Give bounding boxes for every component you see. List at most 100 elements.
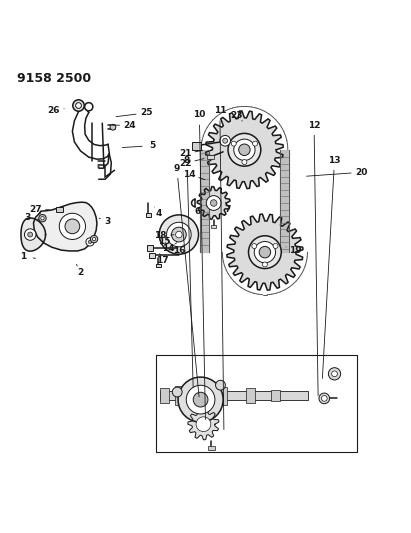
Text: 9: 9 (173, 164, 180, 173)
Circle shape (231, 141, 236, 146)
Circle shape (88, 240, 92, 244)
Bar (160, 388, 169, 403)
Circle shape (65, 219, 80, 234)
Circle shape (175, 231, 182, 238)
Bar (271, 390, 280, 401)
Circle shape (28, 232, 32, 237)
Text: 7: 7 (225, 206, 231, 214)
Text: 27: 27 (29, 205, 42, 214)
Circle shape (332, 371, 337, 377)
Text: 25: 25 (140, 108, 152, 117)
Circle shape (254, 241, 275, 263)
Circle shape (59, 213, 85, 239)
Circle shape (171, 227, 186, 242)
Bar (195, 388, 204, 403)
Bar (247, 388, 256, 403)
Circle shape (85, 103, 93, 111)
Circle shape (263, 262, 267, 267)
Circle shape (210, 200, 217, 206)
Text: 16: 16 (173, 246, 185, 255)
Polygon shape (206, 111, 283, 189)
Circle shape (242, 159, 247, 165)
Circle shape (234, 139, 255, 160)
Circle shape (178, 377, 223, 422)
Circle shape (90, 236, 98, 243)
Polygon shape (227, 214, 303, 290)
Bar (156, 354, 357, 451)
Polygon shape (280, 150, 289, 252)
Circle shape (252, 244, 257, 248)
Text: 6: 6 (194, 207, 201, 216)
Circle shape (215, 380, 225, 390)
Text: 13: 13 (328, 156, 341, 165)
Circle shape (259, 246, 270, 258)
Bar (207, 155, 214, 159)
Text: 8: 8 (184, 156, 190, 165)
Text: 9158 2500: 9158 2500 (17, 72, 91, 85)
Bar (192, 142, 201, 150)
Circle shape (196, 417, 211, 432)
Circle shape (239, 144, 250, 156)
Bar (56, 207, 62, 212)
Circle shape (92, 237, 96, 241)
Circle shape (24, 229, 36, 240)
Circle shape (76, 103, 81, 108)
Bar (175, 386, 184, 406)
Text: 12: 12 (308, 120, 320, 130)
Text: 22: 22 (179, 159, 191, 168)
Circle shape (206, 196, 221, 211)
Text: 3: 3 (104, 217, 110, 226)
Text: 23: 23 (230, 111, 242, 120)
Circle shape (172, 387, 182, 397)
Bar (208, 446, 215, 450)
Circle shape (159, 215, 199, 254)
Polygon shape (200, 150, 209, 252)
Circle shape (199, 419, 209, 429)
Circle shape (253, 141, 258, 146)
Bar (211, 225, 216, 229)
Polygon shape (21, 218, 46, 251)
Circle shape (73, 100, 84, 111)
Text: 1: 1 (20, 252, 26, 261)
Text: 21: 21 (179, 149, 191, 158)
Circle shape (41, 216, 44, 220)
Text: 26: 26 (48, 107, 60, 115)
Circle shape (321, 395, 327, 401)
Text: 11: 11 (214, 107, 226, 115)
Circle shape (319, 393, 330, 403)
Circle shape (39, 214, 46, 222)
Text: 24: 24 (123, 120, 136, 130)
Bar (147, 245, 153, 251)
Circle shape (186, 385, 215, 414)
Text: 3: 3 (24, 213, 30, 222)
Text: 19: 19 (289, 246, 302, 255)
Polygon shape (197, 187, 230, 219)
Text: 10: 10 (193, 110, 206, 119)
Circle shape (220, 135, 231, 146)
Circle shape (193, 392, 208, 407)
Text: 18: 18 (154, 231, 167, 240)
Text: 15: 15 (158, 237, 171, 246)
Circle shape (328, 368, 341, 380)
Bar (145, 213, 150, 217)
Text: 14: 14 (183, 170, 195, 179)
Circle shape (86, 238, 94, 246)
Bar (218, 386, 227, 405)
Polygon shape (33, 202, 97, 251)
Bar (149, 253, 155, 258)
Text: 4: 4 (155, 209, 162, 218)
Text: 17: 17 (156, 256, 169, 265)
Circle shape (249, 236, 281, 269)
Circle shape (228, 133, 261, 166)
Bar (156, 264, 161, 268)
Circle shape (223, 138, 228, 143)
Polygon shape (188, 409, 219, 440)
Text: 5: 5 (149, 141, 155, 150)
Text: 14: 14 (162, 244, 175, 253)
Circle shape (110, 124, 116, 130)
Bar (160, 391, 308, 400)
Text: 2: 2 (77, 268, 84, 277)
Text: 20: 20 (355, 168, 367, 177)
Circle shape (166, 222, 191, 247)
Circle shape (273, 244, 278, 248)
